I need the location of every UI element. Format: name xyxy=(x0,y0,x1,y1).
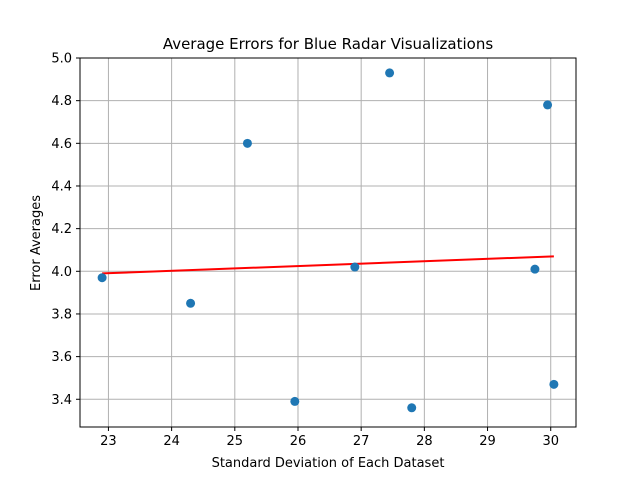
data-point xyxy=(407,403,417,413)
x-tick-label: 26 xyxy=(290,434,307,449)
y-tick-label: 5.0 xyxy=(51,52,72,67)
x-tick-label: 24 xyxy=(163,434,180,449)
y-tick-label: 4.6 xyxy=(51,137,72,152)
y-tick-label: 3.8 xyxy=(51,307,72,322)
y-axis-label: Error Averages xyxy=(29,195,44,291)
y-tick-label: 4.2 xyxy=(51,222,72,237)
x-tick-label: 28 xyxy=(416,434,433,449)
plot-area-frame xyxy=(79,57,577,428)
x-axis-ticks: 23 24 25 26 27 28 29 30 xyxy=(100,427,559,449)
x-tick-label: 25 xyxy=(227,434,244,449)
y-axis-ticks: 3.4 3.6 3.8 4.0 4.2 4.4 4.6 4.8 5.0 xyxy=(51,52,80,408)
data-point xyxy=(350,262,360,272)
x-tick-label: 23 xyxy=(100,434,117,449)
x-tick-label: 29 xyxy=(479,434,496,449)
y-tick-label: 3.4 xyxy=(51,393,72,408)
y-tick-label: 4.8 xyxy=(51,94,72,109)
data-point xyxy=(549,379,559,389)
data-point xyxy=(186,298,196,308)
data-point xyxy=(385,68,395,78)
y-tick-label: 4.0 xyxy=(51,265,72,280)
x-tick-label: 27 xyxy=(353,434,370,449)
data-point xyxy=(242,138,252,148)
trendline xyxy=(102,255,554,275)
y-tick-label: 3.6 xyxy=(51,350,72,365)
data-points xyxy=(97,68,559,413)
data-point xyxy=(97,273,107,283)
data-point xyxy=(543,100,553,110)
y-tick-label: 4.4 xyxy=(51,179,72,194)
trendline-layer xyxy=(102,255,554,275)
data-point xyxy=(530,264,540,274)
data-point xyxy=(290,396,300,406)
x-tick-label: 30 xyxy=(542,434,559,449)
chart-title: Average Errors for Blue Radar Visualizat… xyxy=(163,35,494,53)
x-axis-label: Standard Deviation of Each Dataset xyxy=(212,456,445,471)
